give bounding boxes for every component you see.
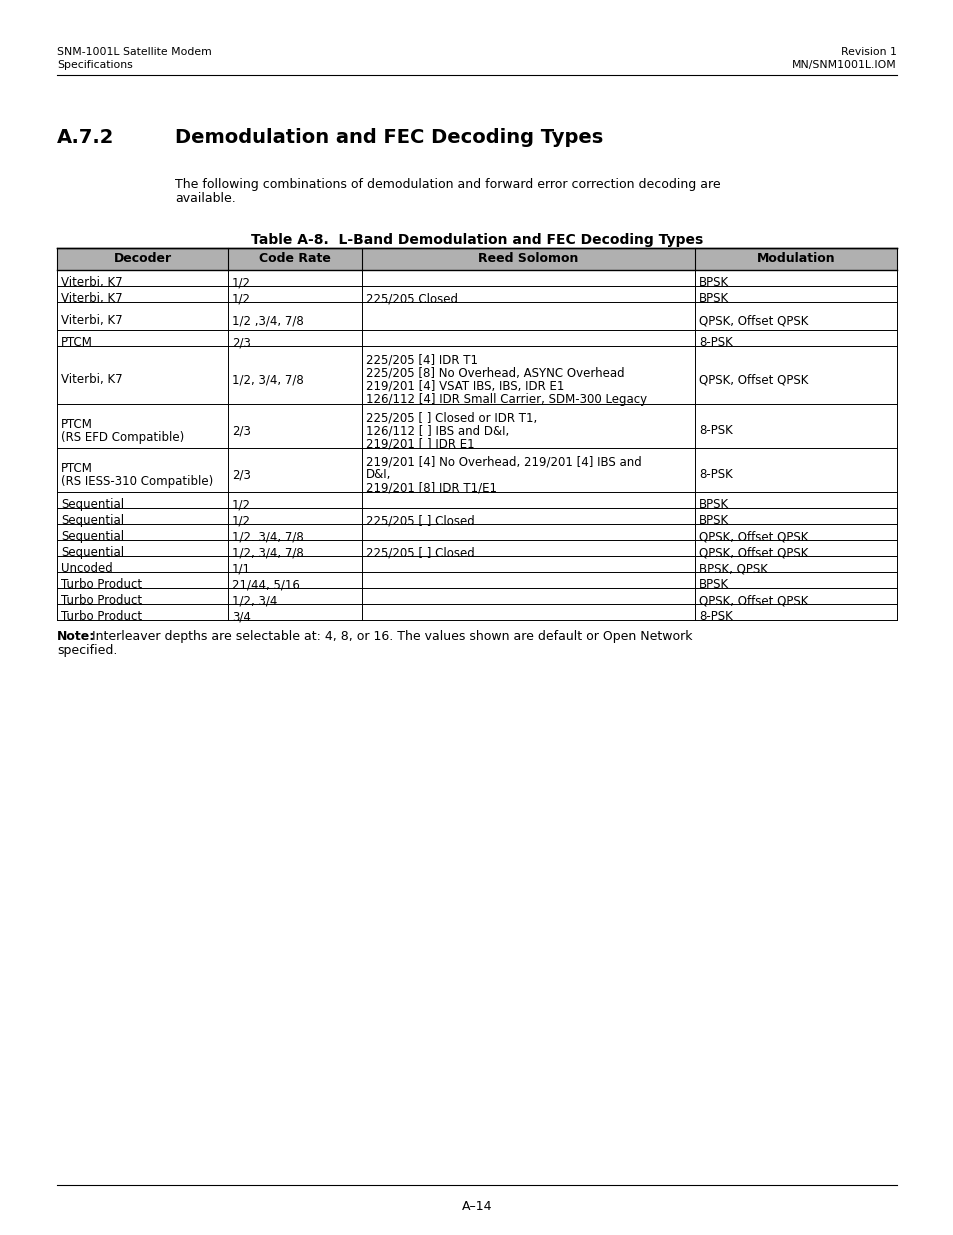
Text: Viterbi, K7: Viterbi, K7 [61,277,123,289]
Text: 2/3: 2/3 [232,424,251,437]
Text: PTCM: PTCM [61,462,92,474]
Text: (RS IESS-310 Compatible): (RS IESS-310 Compatible) [61,474,213,488]
Bar [57,588,896,604]
Text: Turbo Product: Turbo Product [61,610,142,622]
Bar [57,556,896,572]
Text: BPSK: BPSK [699,514,728,527]
Text: 21/44, 5/16: 21/44, 5/16 [232,578,299,592]
Text: 219/201 [ ] IDR E1: 219/201 [ ] IDR E1 [366,437,475,450]
Text: 225/205 Closed: 225/205 Closed [366,291,457,305]
Text: 2/3: 2/3 [232,468,251,482]
Text: 1/2: 1/2 [232,514,251,527]
Text: 1/1: 1/1 [232,562,251,576]
Bar [57,492,896,508]
Text: QPSK, Offset QPSK: QPSK, Offset QPSK [699,530,807,543]
Text: 1/2: 1/2 [232,291,251,305]
Text: 1/2, 3/4, 7/8: 1/2, 3/4, 7/8 [232,546,303,559]
Text: MN/SNM1001L.IOM: MN/SNM1001L.IOM [791,61,896,70]
Text: BPSK: BPSK [699,498,728,511]
Text: Viterbi, K7: Viterbi, K7 [61,373,123,387]
Text: Modulation: Modulation [756,252,835,266]
Text: 1/2: 1/2 [232,498,251,511]
Text: Viterbi, K7: Viterbi, K7 [61,291,123,305]
Text: The following combinations of demodulation and forward error correction decoding: The following combinations of demodulati… [174,178,720,191]
Text: 8-PSK: 8-PSK [699,336,732,350]
Bar [57,524,896,540]
Bar [57,303,896,330]
Text: 1/2, 3/4, 7/8: 1/2, 3/4, 7/8 [232,373,303,387]
Text: A–14: A–14 [461,1200,492,1213]
Bar [57,604,896,620]
Text: QPSK, Offset QPSK: QPSK, Offset QPSK [699,546,807,559]
Text: 225/205 [ ] Closed: 225/205 [ ] Closed [366,514,475,527]
Text: 219/201 [4] No Overhead, 219/201 [4] IBS and: 219/201 [4] No Overhead, 219/201 [4] IBS… [366,454,641,468]
Text: Interleaver depths are selectable at: 4, 8, or 16. The values shown are default : Interleaver depths are selectable at: 4,… [88,630,692,643]
Text: 225/205 [ ] Closed or IDR T1,: 225/205 [ ] Closed or IDR T1, [366,411,537,424]
Text: SNM-1001L Satellite Modem: SNM-1001L Satellite Modem [57,47,212,57]
Bar [57,404,896,448]
Text: PTCM: PTCM [61,417,92,431]
Text: Decoder: Decoder [113,252,172,266]
Text: 225/205 [8] No Overhead, ASYNC Overhead: 225/205 [8] No Overhead, ASYNC Overhead [366,367,624,379]
Text: specified.: specified. [57,643,117,657]
Text: BPSK: BPSK [699,578,728,592]
Text: Note:: Note: [57,630,95,643]
Text: Sequential: Sequential [61,530,124,543]
Text: QPSK, Offset QPSK: QPSK, Offset QPSK [699,314,807,327]
Text: 8-PSK: 8-PSK [699,610,732,622]
Text: A.7.2: A.7.2 [57,128,114,147]
Text: 1/2 ,3/4, 7/8: 1/2 ,3/4, 7/8 [232,314,303,327]
Bar [57,572,896,588]
Text: 219/201 [8] IDR T1/E1: 219/201 [8] IDR T1/E1 [366,482,497,494]
Text: 8-PSK: 8-PSK [699,468,732,482]
Text: 126/112 [4] IDR Small Carrier, SDM-300 Legacy: 126/112 [4] IDR Small Carrier, SDM-300 L… [366,393,646,405]
Bar [57,540,896,556]
Text: QPSK, Offset QPSK: QPSK, Offset QPSK [699,594,807,608]
Text: 1/2, 3/4: 1/2, 3/4 [232,594,277,608]
Text: Turbo Product: Turbo Product [61,594,142,608]
Text: Reed Solomon: Reed Solomon [477,252,578,266]
Text: QPSK, Offset QPSK: QPSK, Offset QPSK [699,373,807,387]
Text: 126/112 [ ] IBS and D&I,: 126/112 [ ] IBS and D&I, [366,424,509,437]
Text: 225/205 [4] IDR T1: 225/205 [4] IDR T1 [366,353,477,367]
Bar [57,270,896,287]
Text: 225/205 [ ] Closed: 225/205 [ ] Closed [366,546,475,559]
Text: Uncoded: Uncoded [61,562,112,576]
Text: 8-PSK: 8-PSK [699,424,732,437]
Text: Revision 1: Revision 1 [841,47,896,57]
Text: (RS EFD Compatible): (RS EFD Compatible) [61,431,184,443]
Text: Demodulation and FEC Decoding Types: Demodulation and FEC Decoding Types [174,128,602,147]
Text: BPSK, QPSK: BPSK, QPSK [699,562,767,576]
Bar [57,248,896,270]
Text: PTCM: PTCM [61,336,92,350]
Text: 219/201 [4] VSAT IBS, IBS, IDR E1: 219/201 [4] VSAT IBS, IBS, IDR E1 [366,379,564,393]
Text: BPSK: BPSK [699,277,728,289]
Text: Viterbi, K7: Viterbi, K7 [61,314,123,327]
Text: 1/2. 3/4, 7/8: 1/2. 3/4, 7/8 [232,530,303,543]
Bar [57,448,896,492]
Bar [57,330,896,346]
Text: Sequential: Sequential [61,546,124,559]
Text: D&I,: D&I, [366,468,391,482]
Text: 2/3: 2/3 [232,336,251,350]
Bar [57,287,896,303]
Text: Turbo Product: Turbo Product [61,578,142,592]
Text: 3/4: 3/4 [232,610,251,622]
Text: Table A-8.  L-Band Demodulation and FEC Decoding Types: Table A-8. L-Band Demodulation and FEC D… [251,233,702,247]
Text: Sequential: Sequential [61,514,124,527]
Text: Code Rate: Code Rate [259,252,331,266]
Text: Specifications: Specifications [57,61,132,70]
Text: 1/2: 1/2 [232,277,251,289]
Bar [57,346,896,404]
Text: BPSK: BPSK [699,291,728,305]
Text: available.: available. [174,191,235,205]
Bar [57,508,896,524]
Text: Sequential: Sequential [61,498,124,511]
